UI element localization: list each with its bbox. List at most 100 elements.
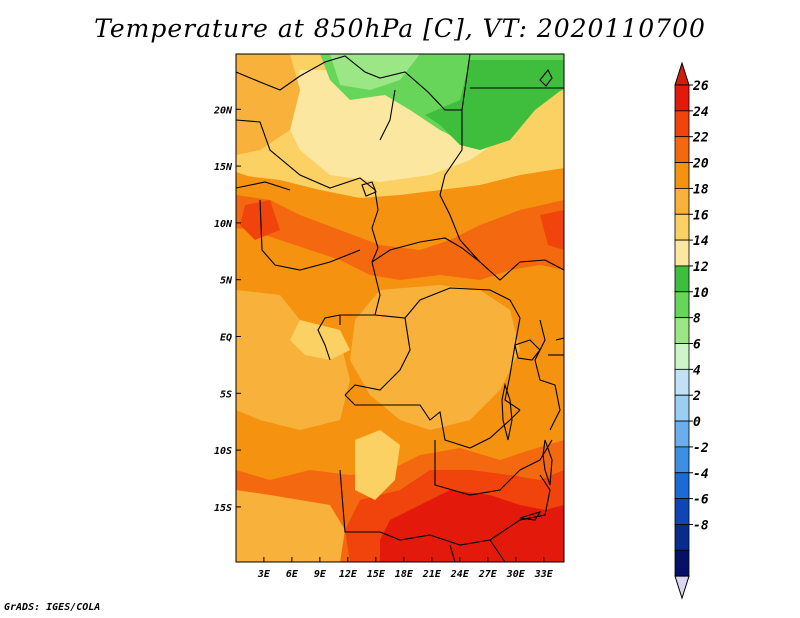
border-line (236, 54, 471, 111)
colorbar-label: 18 (693, 182, 709, 197)
border-line (449, 544, 456, 562)
lat-tick-label: EQ (220, 333, 232, 344)
congo-basin-pale (290, 320, 350, 360)
longitude-axis: 3E 6E 9E 12E 15E 18E 21E 24E 27E 30E 33E (257, 557, 554, 580)
colorbar-band (674, 84, 690, 112)
kalahari-pale (355, 430, 400, 500)
border-line (439, 110, 463, 196)
border-line (434, 439, 553, 496)
lon-tick-label: 30E (506, 569, 526, 580)
colorbar-label: 12 (693, 260, 709, 275)
temperature-field (236, 54, 564, 562)
border-line (519, 474, 551, 521)
colorbar-label: 22 (692, 131, 709, 146)
sahel-hot-west (240, 200, 280, 240)
colorbar-band (674, 136, 690, 163)
colorbar-label: -4 (693, 467, 709, 482)
colorbar-band (674, 187, 690, 215)
lon-tick-label: 21E (422, 569, 442, 580)
border-line (534, 319, 561, 431)
lat-tick-label: 5N (220, 276, 233, 287)
colorbar-band (674, 368, 690, 396)
south-hottest-zone (380, 490, 564, 562)
colorbar-band (674, 239, 690, 267)
border-line (236, 119, 379, 263)
colorbar-band (674, 317, 690, 344)
namibia-light (236, 490, 345, 562)
colorbar-band (674, 162, 690, 189)
colorbar-label: 14 (693, 234, 709, 249)
lat-tick-label: 10S (214, 446, 232, 457)
colorbar-band (674, 291, 690, 319)
lat-tick-label: 10N (214, 219, 233, 230)
colorbar-label: 26 (692, 79, 709, 94)
colorbar-label: -6 (693, 493, 709, 508)
colorbar-band (674, 110, 690, 138)
colorbar-label: 0 (693, 415, 701, 430)
lon-tick-label: 6E (286, 569, 299, 580)
sahel-hot-east (540, 210, 564, 250)
border-line (489, 539, 506, 562)
colorbar-label: 20 (692, 157, 709, 172)
colorbar-label: -2 (693, 441, 709, 456)
lake-chad (361, 181, 377, 197)
lat-tick-label: 15S (214, 503, 232, 514)
border-line (539, 68, 553, 87)
lon-tick-label: 12E (339, 569, 358, 580)
lake-kariba (519, 511, 542, 521)
grads-credit: GrADS: IGES/COLA (4, 602, 101, 613)
border-line (259, 199, 361, 271)
colorbar-bottom-arrow (674, 575, 690, 600)
border-line (344, 394, 521, 449)
colorbar-band (674, 472, 690, 500)
border-line (371, 237, 481, 263)
lat-tick-label: 20N (213, 105, 233, 116)
cold-pool-northwest (330, 54, 420, 90)
lat-tick-label: 15N (214, 162, 233, 173)
colorbar-label: -8 (693, 518, 709, 533)
colorbar-band (674, 498, 690, 525)
border-line (379, 89, 396, 141)
lat-tick-label: 5S (220, 389, 232, 400)
lon-tick-label: 33E (534, 569, 554, 580)
lon-tick-label: 24E (450, 569, 470, 580)
colorbar-band (674, 394, 690, 422)
colorbar-label: 10 (693, 286, 709, 301)
lon-tick-label: 15E (367, 569, 386, 580)
lon-tick-label: 3E (257, 569, 271, 580)
border-line (236, 181, 291, 191)
colorbar-band (674, 420, 690, 448)
border-line (317, 314, 341, 361)
lon-tick-label: 9E (314, 569, 327, 580)
colorbar-band (674, 549, 690, 577)
sahel-hot-band (236, 195, 564, 280)
colorbar-label: 16 (693, 208, 709, 223)
colorbar-label: 6 (693, 338, 701, 353)
cold-pool-northeast (425, 60, 564, 150)
congo-basin-light (350, 285, 520, 430)
lon-tick-label: 18E (395, 569, 414, 580)
colorbar-band (674, 524, 690, 551)
lake-malawi (542, 439, 553, 486)
lon-tick-label: 27E (478, 569, 498, 580)
lake-victoria (514, 339, 541, 361)
colorbar-band (674, 446, 690, 474)
colorbar-label: 8 (693, 312, 701, 327)
border-line (344, 317, 411, 396)
colorbar-label: 24 (692, 105, 709, 120)
country-borders (236, 54, 564, 562)
colorbar-band (674, 343, 690, 370)
colorbar-label: 2 (692, 389, 701, 404)
map-frame (235, 53, 565, 563)
gulf-guinea-light (236, 290, 350, 430)
border-line (555, 337, 564, 341)
colorbar-band (674, 213, 690, 241)
lake-tanganyika (501, 382, 513, 441)
colorbar-label: 4 (693, 363, 701, 378)
colorbar-top-arrow (674, 61, 690, 86)
map-title: Temperature at 850hPa [C], VT: 202011070… (94, 14, 706, 43)
latitude-axis: 20N 15N 10N 5N EQ 5S 10S 15S (213, 105, 241, 514)
border-line (339, 469, 431, 541)
border-line (439, 194, 564, 281)
